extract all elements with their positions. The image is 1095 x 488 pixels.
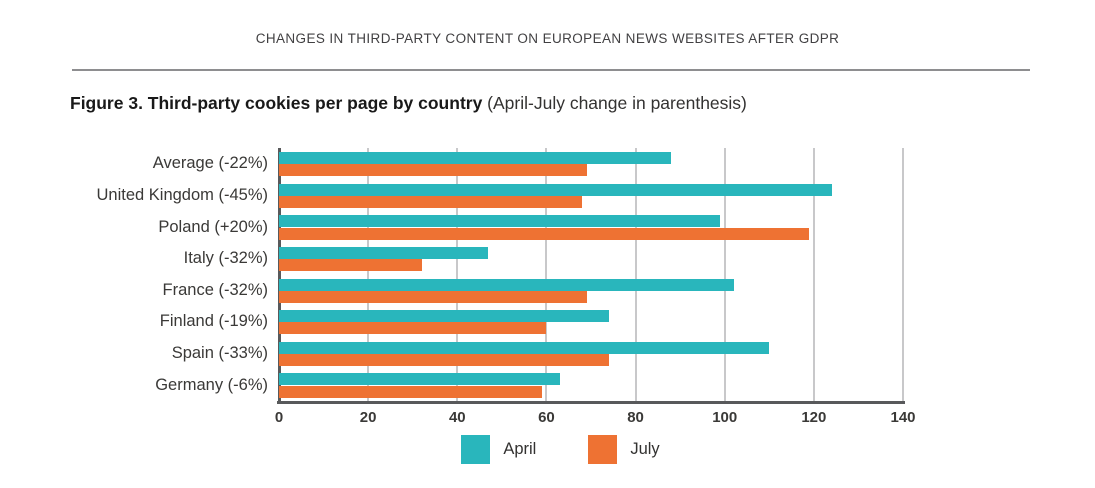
gridline xyxy=(902,148,904,401)
bar-july xyxy=(279,290,587,303)
legend-item-july: July xyxy=(588,435,660,464)
gridline xyxy=(367,148,370,401)
header-rule xyxy=(72,69,1030,71)
category-label: Poland (+20%) xyxy=(158,217,268,236)
x-tick-label: 80 xyxy=(627,409,644,426)
figure-title-bold: Figure 3. Third-party cookies per page b… xyxy=(70,93,483,113)
bar-april xyxy=(279,246,489,259)
x-tick-label: 40 xyxy=(448,409,466,426)
bar-april xyxy=(279,310,609,323)
figure-title: Figure 3. Third-party cookies per page b… xyxy=(70,93,747,114)
legend-swatch-april xyxy=(461,435,491,464)
x-tick-label: 100 xyxy=(712,409,738,426)
gridline xyxy=(812,148,815,401)
figure-title-note: (April-July change in parenthesis) xyxy=(482,93,747,113)
legend-swatch-july xyxy=(588,435,618,464)
x-axis-line xyxy=(277,401,905,404)
bar-july xyxy=(279,322,547,335)
bar-april xyxy=(279,183,832,196)
gridline xyxy=(545,148,548,401)
bar-july xyxy=(279,164,587,177)
bar-july xyxy=(279,385,542,398)
category-label: Spain (-33%) xyxy=(171,344,268,363)
x-tick-label: 0 xyxy=(274,409,284,426)
bar-july xyxy=(279,354,609,367)
gridline xyxy=(634,148,637,401)
legend-item-april: April xyxy=(461,435,536,464)
category-label: Germany (-6%) xyxy=(155,375,268,394)
gridline xyxy=(723,148,726,401)
chart-legend: April July xyxy=(0,435,1095,464)
x-tick-label: 60 xyxy=(538,409,555,426)
category-label: Average (-22%) xyxy=(152,154,268,173)
bar-july xyxy=(279,227,810,240)
bar-april xyxy=(279,278,734,291)
category-label: Finland (-19%) xyxy=(159,312,268,331)
bar-april xyxy=(279,341,770,354)
x-tick-label: 20 xyxy=(359,409,377,426)
legend-label: April xyxy=(503,440,537,458)
bar-april xyxy=(279,215,721,228)
category-label: Italy (-32%) xyxy=(183,249,268,268)
category-label: United Kingdom (-45%) xyxy=(96,185,269,204)
x-tick-label: 140 xyxy=(890,409,916,426)
category-label: France (-32%) xyxy=(162,280,268,299)
y-axis-line xyxy=(277,148,281,401)
bar-july xyxy=(279,259,422,272)
bar-july xyxy=(279,195,583,208)
gridline xyxy=(456,148,459,401)
running-header: CHANGES IN THIRD-PARTY CONTENT ON EUROPE… xyxy=(255,31,840,46)
legend-label: July xyxy=(630,440,660,458)
bar-april xyxy=(279,373,560,386)
bar-april xyxy=(279,152,672,164)
x-tick-label: 120 xyxy=(801,409,827,426)
